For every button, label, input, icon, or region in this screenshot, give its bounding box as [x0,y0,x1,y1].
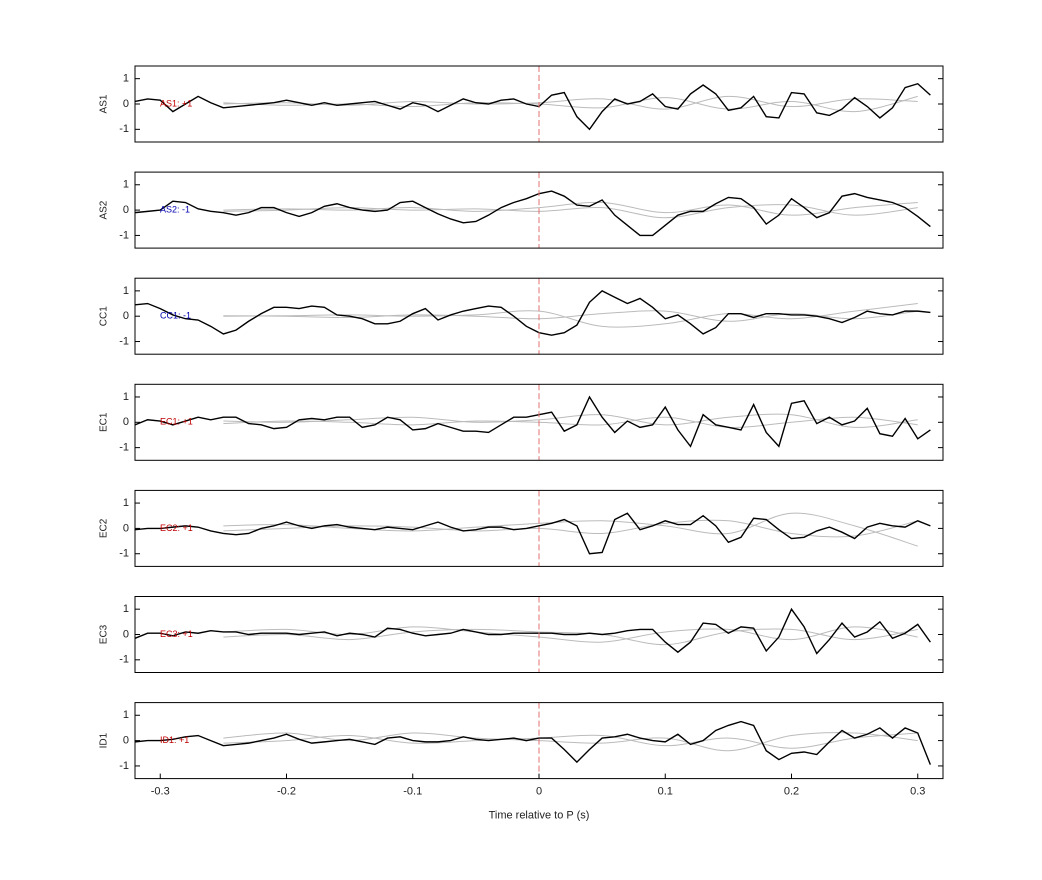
y-tick-label: 1 [123,285,129,297]
panel: -1 0 1 -0.3 -0.2 -0.1 0 0.1 0.2 0.3 ID1 ID1: +1 Time… [99,702,944,822]
plot-area [135,82,931,131]
y-tick-label: 0 [123,522,129,534]
y-tick-label: -1 [119,654,129,666]
y-tick-label: -1 [119,760,129,772]
signal-line [135,290,931,336]
reference-line [223,310,918,322]
reference-line [223,95,918,110]
signal-line [135,512,931,555]
panel-annotation: EC3: +1 [160,629,193,639]
reference-line [223,303,918,328]
y-tick-label: 1 [123,179,129,191]
panel-annotation: CC1: -1 [160,311,191,321]
y-axis-label: EC2 [99,518,110,538]
y-tick-label: 0 [123,204,129,216]
plot-area [135,190,931,237]
panel: -1 0 1 CC1 CC1: -1 [99,277,944,355]
reference-line [223,626,918,643]
x-tick-label: 0.1 [658,786,673,798]
panel: -1 0 1 AS2 AS2: -1 [99,171,944,249]
reference-line [223,201,918,216]
y-tick-label: 1 [123,73,129,85]
reference-line [223,732,918,749]
reference-line [223,413,918,428]
panel: -1 0 1 EC3 EC3: +1 [99,596,944,673]
plot-area [135,395,931,448]
panel: -1 0 1 AS1 AS1: +1 [99,65,944,143]
plot-area [135,512,931,555]
y-tick-label: 1 [123,709,129,721]
signal-line [135,395,931,448]
y-tick-label: 0 [123,628,129,640]
reference-line [223,512,918,547]
x-tick-label: -0.3 [151,786,170,798]
panel: -1 0 1 EC2 EC2: +1 [99,489,944,567]
panel-annotation: AS1: +1 [160,98,192,108]
y-tick-label: -1 [119,548,129,560]
x-tick-label: 0 [536,786,542,798]
y-tick-label: -1 [119,123,129,135]
y-tick-label: -1 [119,442,129,454]
y-tick-label: 1 [123,391,129,403]
x-tick-label: -0.2 [277,786,296,798]
plot-area [135,607,931,655]
signal-line [135,190,931,237]
panel-annotation: ID1: +1 [160,735,189,745]
y-axis-label: AS1 [99,94,110,113]
y-tick-label: 0 [123,310,129,322]
reference-line [223,519,918,538]
signal-line [135,607,931,655]
y-axis-label: EC1 [99,412,110,432]
y-tick-label: -1 [119,229,129,241]
plot-area [135,720,932,765]
x-tick-label: 0.2 [784,786,799,798]
signal-line [135,82,931,131]
y-tick-label: 0 [123,416,129,428]
y-axis-label: ID1 [99,732,110,748]
y-tick-label: 0 [123,98,129,110]
panel-annotation: EC2: +1 [160,523,193,533]
y-tick-label: 1 [123,603,129,615]
x-tick-label: -0.1 [403,786,422,798]
x-axis-label: Time relative to P (s) [489,810,590,822]
signal-line [135,720,932,765]
x-tick-label: 0.3 [910,786,925,798]
y-tick-label: 0 [123,735,129,747]
reference-line [223,416,918,428]
y-axis-label: EC3 [99,624,110,644]
y-axis-label: CC1 [99,306,110,326]
y-tick-label: -1 [119,335,129,347]
y-tick-label: 1 [123,497,129,509]
plot-area [135,290,931,336]
panel-annotation: EC1: +1 [160,417,193,427]
panel: -1 0 1 EC1 EC1: +1 [99,383,944,461]
y-axis-label: AS2 [99,200,110,219]
panel-annotation: AS2: -1 [160,204,190,214]
